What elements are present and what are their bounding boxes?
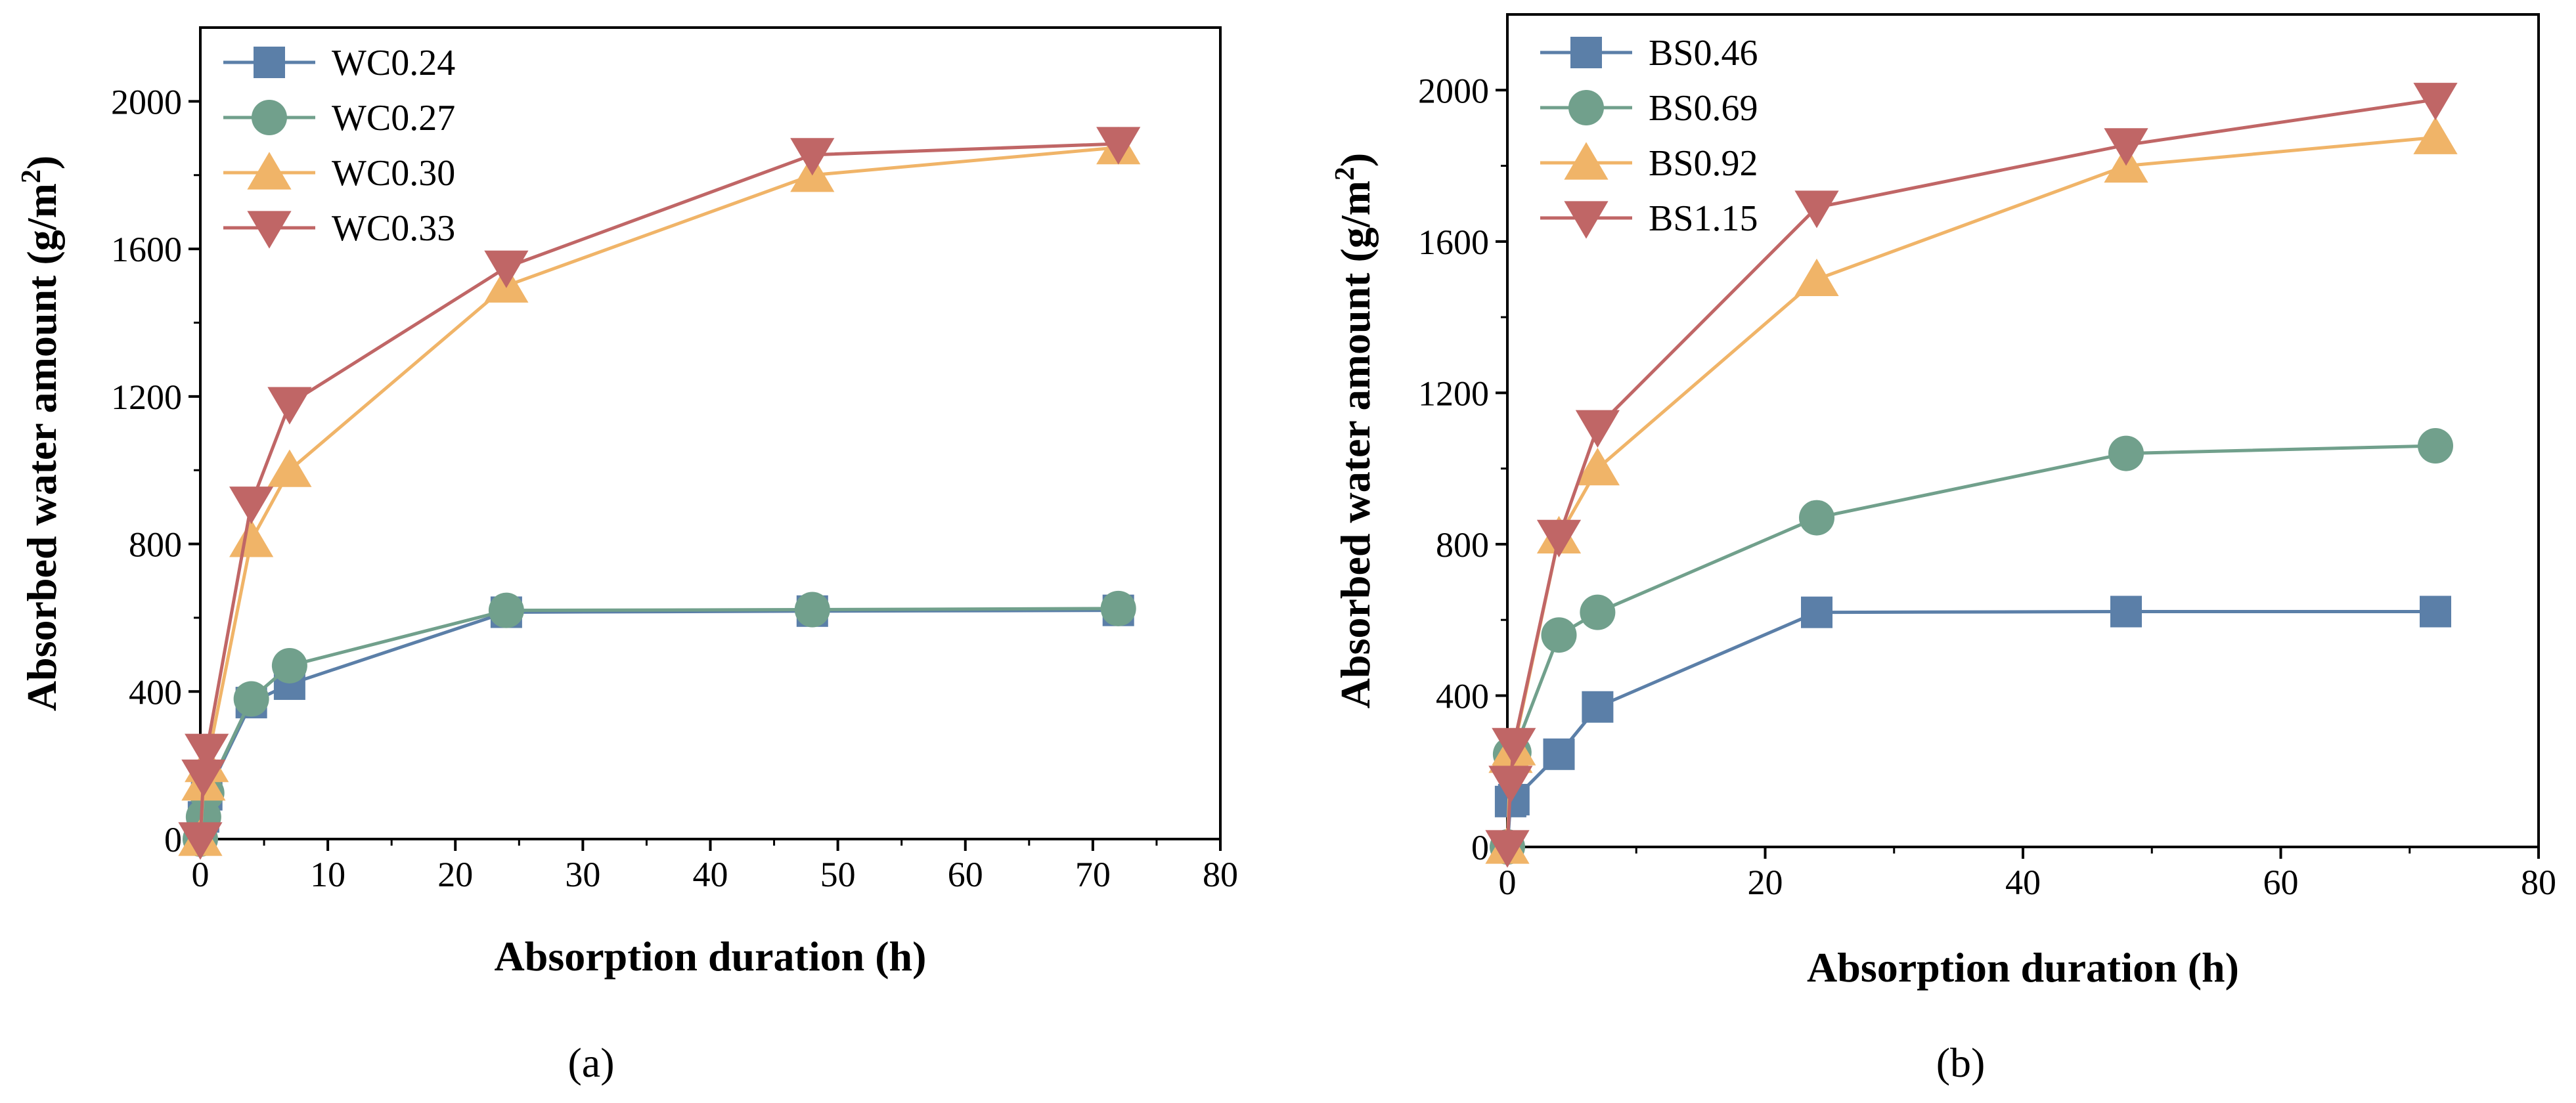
data-point (1536, 519, 1582, 557)
panel-label: (a) (567, 1039, 614, 1086)
x-tick-label: 0 (192, 855, 210, 894)
legend-label: BS0.92 (1649, 143, 1758, 184)
data-point (790, 138, 835, 176)
data-point (178, 822, 223, 860)
legend-label: WC0.24 (332, 43, 455, 83)
y-tick-label: 400 (1436, 676, 1489, 716)
x-axis-title: Absorption duration (h) (495, 933, 927, 980)
data-point (1582, 691, 1614, 723)
x-axis-title: Absorption duration (h) (1807, 944, 2239, 991)
legend-marker (1564, 201, 1609, 239)
x-tick-label: 20 (1748, 863, 1783, 902)
data-point (181, 759, 226, 798)
data-point (2418, 428, 2453, 464)
y-tick-label: 0 (1471, 828, 1489, 867)
data-point (1492, 727, 1536, 766)
chart-panel-a: 0 10 20 30 40 50 60 70 800400800120016002000Abso… (16, 26, 1238, 1086)
data-point (267, 387, 312, 425)
x-tick-label: 40 (693, 855, 728, 894)
data-point (1801, 596, 1832, 628)
x-tick-label: 70 (1075, 855, 1111, 894)
legend: BS0.46 BS0.69 BS0.92 BS1.15 (1540, 33, 1758, 239)
legend-label: WC0.30 (332, 153, 455, 194)
y-tick-label: 2000 (111, 82, 182, 121)
legend-marker (254, 47, 285, 78)
panel-label: (b) (1936, 1039, 1986, 1086)
data-point (1485, 830, 1530, 868)
data-point (1100, 590, 1136, 626)
data-point (1794, 190, 1839, 228)
y-axis-title: Absorbed water amount (g/m2) (1330, 153, 1379, 708)
series-BS1.15 (1485, 83, 2458, 868)
series-WC0.33 (178, 127, 1141, 860)
y-tick-label: 800 (1436, 525, 1489, 565)
x-tick-label: 50 (820, 855, 856, 894)
data-point (229, 519, 274, 557)
y-tick-label: 1200 (111, 378, 182, 417)
x-tick-label: 40 (2005, 863, 2041, 902)
legend-label: BS1.15 (1649, 198, 1758, 239)
y-tick-label: 800 (129, 525, 182, 565)
x-tick-label: 30 (565, 855, 600, 894)
legend-label: BS0.69 (1649, 88, 1758, 129)
data-point (1575, 410, 1620, 448)
data-point (1580, 594, 1616, 630)
data-point (2104, 128, 2148, 166)
legend-marker (1564, 142, 1609, 180)
x-tick-label: 0 (1499, 863, 1517, 902)
y-tick-label: 0 (164, 820, 182, 859)
y-tick-label: 2000 (1418, 71, 1489, 110)
legend: WC0.24 WC0.27 WC0.30 WC0.33 (223, 43, 455, 249)
y-axis-title: Absorbed water amount (g/m2) (16, 156, 65, 711)
data-point (1799, 500, 1834, 536)
data-point (794, 592, 830, 628)
data-point (271, 647, 307, 683)
data-point (2108, 435, 2144, 471)
data-point (1543, 738, 1575, 770)
y-tick-label: 1600 (111, 230, 182, 269)
legend-marker (1570, 37, 1602, 68)
y-tick-label: 1600 (1418, 223, 1489, 262)
x-tick-label: 60 (948, 855, 983, 894)
x-tick-label: 80 (1203, 855, 1238, 894)
legend-label: WC0.33 (332, 208, 455, 249)
data-point (2420, 595, 2451, 628)
data-point (1488, 766, 1533, 804)
data-point (1575, 448, 1620, 486)
data-point (2413, 83, 2458, 121)
data-point (484, 250, 529, 288)
data-point (267, 449, 312, 487)
x-tick-label: 60 (2263, 863, 2299, 902)
legend-marker (1568, 90, 1604, 125)
data-point (2110, 595, 2142, 628)
legend-marker (247, 211, 292, 249)
data-point (1096, 127, 1141, 165)
x-tick-label: 20 (437, 855, 473, 894)
data-point (229, 487, 274, 525)
legend-label: BS0.46 (1649, 33, 1758, 74)
y-tick-label: 400 (129, 672, 182, 712)
data-point (1541, 617, 1577, 653)
x-tick-label: 80 (2521, 863, 2556, 902)
data-point (488, 592, 524, 628)
legend-label: WC0.27 (332, 98, 455, 139)
y-tick-label: 1200 (1418, 374, 1489, 413)
data-point (185, 733, 229, 771)
data-point (2413, 116, 2458, 154)
legend-marker (252, 100, 287, 135)
series-BS0.46 (1492, 595, 2451, 863)
data-point (1794, 258, 1839, 297)
data-point (233, 681, 269, 717)
x-tick-label: 10 (310, 855, 345, 894)
legend-marker (247, 152, 292, 190)
